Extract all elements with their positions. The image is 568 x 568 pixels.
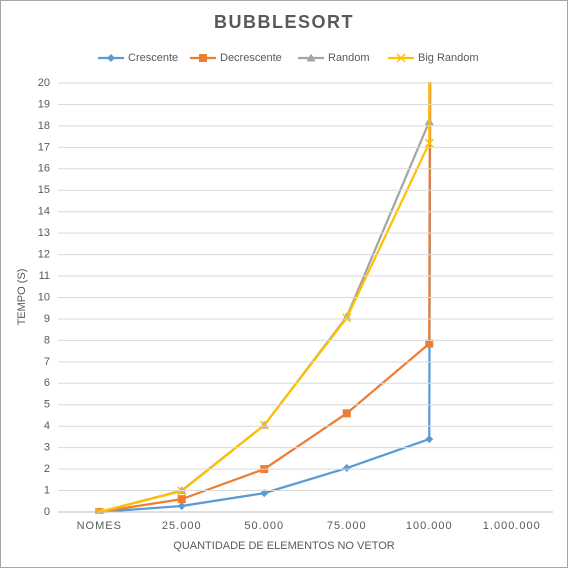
marker bbox=[306, 53, 316, 62]
y-tick-label: 7 bbox=[44, 356, 50, 368]
marker bbox=[425, 339, 434, 348]
marker bbox=[342, 313, 352, 323]
legend-label: Big Random bbox=[418, 52, 479, 64]
y-tick-label: 3 bbox=[44, 442, 50, 454]
y-tick-label: 4 bbox=[44, 420, 50, 432]
y-tick-label: 14 bbox=[38, 206, 50, 218]
y-tick-label: 17 bbox=[38, 141, 50, 153]
y-tick-label: 5 bbox=[44, 399, 50, 411]
y-tick-label: 16 bbox=[38, 163, 50, 175]
x-tick-label: 25.000 bbox=[162, 520, 202, 532]
y-tick-label: 1 bbox=[44, 484, 50, 496]
y-tick-label: 11 bbox=[39, 270, 50, 282]
y-tick-label: 6 bbox=[44, 377, 50, 389]
marker bbox=[199, 54, 207, 62]
legend-label: Crescente bbox=[128, 52, 178, 64]
x-tick-label: NOMES bbox=[77, 520, 122, 532]
y-tick-label: 9 bbox=[44, 313, 50, 325]
y-tick-label: 13 bbox=[38, 227, 50, 239]
y-tick-label: 18 bbox=[38, 120, 50, 132]
marker bbox=[107, 54, 115, 62]
marker bbox=[424, 138, 434, 148]
series-line bbox=[98, 82, 431, 514]
x-tick-label: 50.000 bbox=[244, 520, 284, 532]
series-line bbox=[99, 82, 432, 514]
y-tick-label: 8 bbox=[44, 334, 50, 346]
marker bbox=[342, 409, 351, 418]
y-tick-label: 19 bbox=[38, 98, 50, 110]
series-line bbox=[99, 82, 432, 514]
y-tick-label: 10 bbox=[38, 291, 50, 303]
x-axis-title: QUANTIDADE DE ELEMENTOS NO VETOR bbox=[173, 540, 395, 552]
y-tick-label: 20 bbox=[38, 77, 50, 89]
y-tick-label: 2 bbox=[44, 463, 50, 475]
marker bbox=[177, 501, 186, 510]
x-tick-label: 75.000 bbox=[327, 520, 367, 532]
marker bbox=[260, 489, 269, 498]
y-tick-label: 12 bbox=[38, 249, 50, 261]
y-tick-label: 15 bbox=[38, 184, 50, 196]
x-tick-label: 100.000 bbox=[406, 520, 453, 532]
marker bbox=[177, 495, 186, 504]
marker bbox=[259, 420, 269, 430]
y-axis-title: TEMPO (S) bbox=[16, 269, 28, 326]
marker bbox=[425, 435, 434, 444]
y-tick-label: 0 bbox=[44, 506, 50, 518]
legend-label: Random bbox=[328, 52, 370, 64]
marker bbox=[342, 464, 351, 473]
marker bbox=[396, 53, 406, 63]
legend-label: Decrescente bbox=[220, 52, 282, 64]
chart-title: BUBBLESORT bbox=[214, 12, 354, 32]
x-tick-label: 1.000.000 bbox=[483, 520, 541, 532]
